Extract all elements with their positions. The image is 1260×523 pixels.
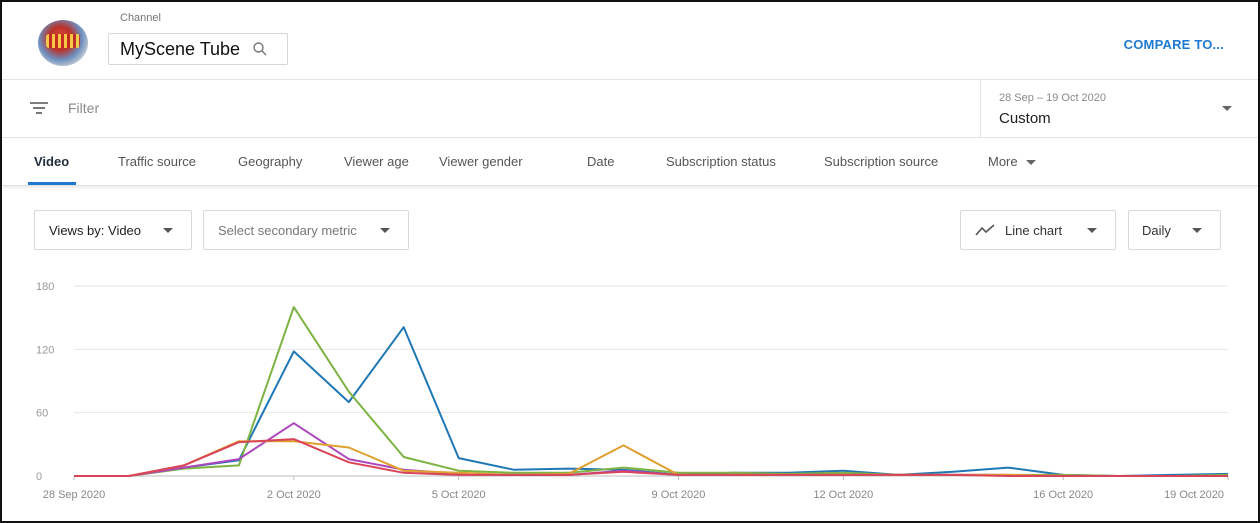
chevron-down-icon bbox=[380, 228, 390, 233]
secondary-metric-value: Select secondary metric bbox=[218, 222, 357, 238]
secondary-metric-dropdown[interactable]: Select secondary metric bbox=[203, 210, 409, 250]
chevron-down-icon bbox=[163, 228, 173, 233]
x-tick-label: 19 Oct 2020 bbox=[1164, 489, 1224, 501]
date-preset-value: Custom bbox=[999, 110, 1051, 127]
search-icon bbox=[253, 42, 267, 56]
compare-to-button[interactable]: COMPARE TO... bbox=[1123, 37, 1224, 52]
tab-video[interactable]: Video bbox=[34, 154, 70, 169]
x-tick-label: 9 Oct 2020 bbox=[652, 489, 706, 501]
interval-value: Daily bbox=[1142, 222, 1171, 238]
chevron-down-icon bbox=[1087, 228, 1097, 233]
interval-dropdown[interactable]: Daily bbox=[1128, 210, 1221, 250]
tab-geography[interactable]: Geography bbox=[238, 154, 303, 169]
tab-date[interactable]: Date bbox=[587, 154, 615, 169]
chevron-down-icon bbox=[1025, 160, 1036, 166]
dimension-tabs: Video Traffic source Geography Viewer ag… bbox=[2, 138, 1258, 186]
series-line-3 bbox=[74, 422, 1228, 477]
tab-more[interactable]: More bbox=[988, 154, 1036, 169]
series-line-5 bbox=[74, 438, 1228, 477]
channel-name: MyScene Tube bbox=[120, 38, 241, 59]
x-tick-label: 16 Oct 2020 bbox=[1033, 489, 1093, 501]
channel-avatar bbox=[38, 20, 88, 66]
views-line-chart: 0 60 120 180 28 Sep 2020 2 Oct 2020 5 Oct 2020… bbox=[36, 281, 1229, 501]
line-chart-icon bbox=[975, 224, 995, 236]
chart-type-value: Line chart bbox=[1005, 222, 1063, 238]
y-tick-label: 0 bbox=[36, 471, 42, 483]
filter-input[interactable]: Filter bbox=[68, 100, 100, 116]
active-tab-indicator bbox=[28, 182, 76, 185]
date-range-label: 28 Sep – 19 Oct 2020 bbox=[999, 92, 1107, 104]
series-line-2 bbox=[74, 306, 1229, 477]
tab-subscription-status[interactable]: Subscription status bbox=[666, 154, 776, 169]
filter-bar: Filter 28 Sep – 19 Oct 2020 Custom bbox=[2, 80, 1258, 138]
y-tick-label: 180 bbox=[36, 281, 54, 293]
primary-metric-dropdown[interactable]: Views by: Video bbox=[34, 210, 192, 250]
tab-viewer-age[interactable]: Viewer age bbox=[344, 154, 409, 169]
x-tick-label: 28 Sep 2020 bbox=[43, 489, 105, 501]
channel-label: Channel bbox=[120, 12, 161, 24]
primary-metric-value: Views by: Video bbox=[49, 222, 142, 238]
chevron-down-icon bbox=[1192, 228, 1202, 233]
y-tick-label: 120 bbox=[36, 344, 54, 356]
x-tick-label: 5 Oct 2020 bbox=[432, 489, 486, 501]
tab-traffic-source[interactable]: Traffic source bbox=[118, 154, 197, 169]
channel-selector[interactable]: MyScene Tube bbox=[108, 33, 288, 65]
x-tick-label: 12 Oct 2020 bbox=[813, 489, 873, 501]
tab-more-label: More bbox=[988, 154, 1018, 169]
filter-icon[interactable] bbox=[30, 101, 48, 115]
tab-viewer-gender[interactable]: Viewer gender bbox=[439, 154, 523, 169]
chart-type-dropdown[interactable]: Line chart bbox=[960, 210, 1116, 250]
chevron-down-icon bbox=[1222, 106, 1232, 111]
y-tick-label: 60 bbox=[36, 408, 48, 420]
date-range-selector[interactable]: 28 Sep – 19 Oct 2020 Custom bbox=[980, 80, 1258, 138]
tab-subscription-source[interactable]: Subscription source bbox=[824, 154, 939, 169]
x-tick-label: 2 Oct 2020 bbox=[267, 489, 321, 501]
header: Channel MyScene Tube COMPARE TO... bbox=[2, 2, 1258, 80]
